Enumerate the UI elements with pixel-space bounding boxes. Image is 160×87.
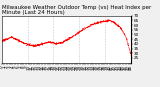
Text: Milwaukee Weather Outdoor Temp (vs) Heat Index per Minute (Last 24 Hours): Milwaukee Weather Outdoor Temp (vs) Heat… xyxy=(2,5,151,15)
